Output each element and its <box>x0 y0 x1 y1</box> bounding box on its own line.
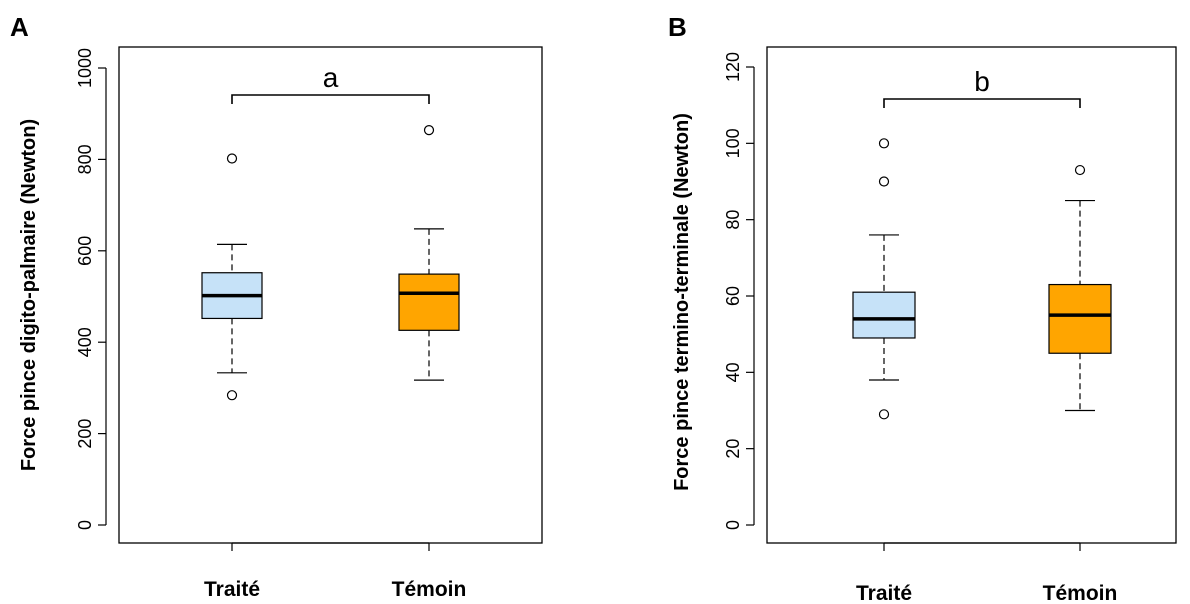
outlier-point <box>878 409 890 420</box>
outlier-point <box>878 138 890 149</box>
plot-frame-a <box>118 46 543 544</box>
plot-frame-b <box>766 46 1177 544</box>
outlier-point <box>226 390 238 401</box>
y-axis-title-b: Force pince termino-terminale (Newton) <box>671 113 693 491</box>
y-tick-label: 800 <box>75 144 95 174</box>
iqr-box <box>1048 283 1112 354</box>
panel-b: B Force pince termino-terminale (Newton)… <box>668 12 1177 604</box>
y-axis-title-a: Force pince digito-palmaire (Newton) <box>18 119 40 471</box>
y-tick-label: 1000 <box>75 48 95 88</box>
iqr-box <box>852 291 916 339</box>
y-tick-label: 20 <box>723 439 743 459</box>
category-label: Témoin <box>1043 582 1118 604</box>
y-tick-label: 0 <box>723 520 743 530</box>
iqr-box <box>398 273 460 331</box>
significance-bracket <box>883 98 1081 108</box>
y-tick-label: 80 <box>723 210 743 230</box>
significance-label: a <box>323 62 339 93</box>
box-temoin <box>398 125 460 381</box>
box-traite <box>852 138 916 420</box>
panel-letter-b: B <box>668 12 687 42</box>
outlier-point <box>226 153 238 164</box>
y-tick-label: 600 <box>75 236 95 266</box>
y-tick-label: 400 <box>75 327 95 357</box>
y-tick-label: 40 <box>723 362 743 382</box>
y-tick-label: 120 <box>723 52 743 82</box>
outlier-point <box>1074 164 1086 176</box>
y-tick-label: 60 <box>723 286 743 306</box>
panel-letter-a: A <box>10 12 29 42</box>
panel-a: A Force pince digito-palmaire (Newton) 0… <box>10 12 543 601</box>
category-label: Traité <box>856 582 912 604</box>
y-tick-label: 0 <box>75 520 95 530</box>
category-label: Témoin <box>392 578 467 601</box>
significance-bracket <box>231 94 430 104</box>
outlier-point <box>878 176 890 187</box>
y-tick-label: 200 <box>75 419 95 449</box>
box-temoin <box>1048 164 1112 412</box>
significance-label: b <box>974 66 990 97</box>
outlier-point <box>423 125 435 136</box>
y-tick-label: 100 <box>723 128 743 158</box>
box-traite <box>201 153 263 401</box>
category-label: Traité <box>204 578 260 601</box>
